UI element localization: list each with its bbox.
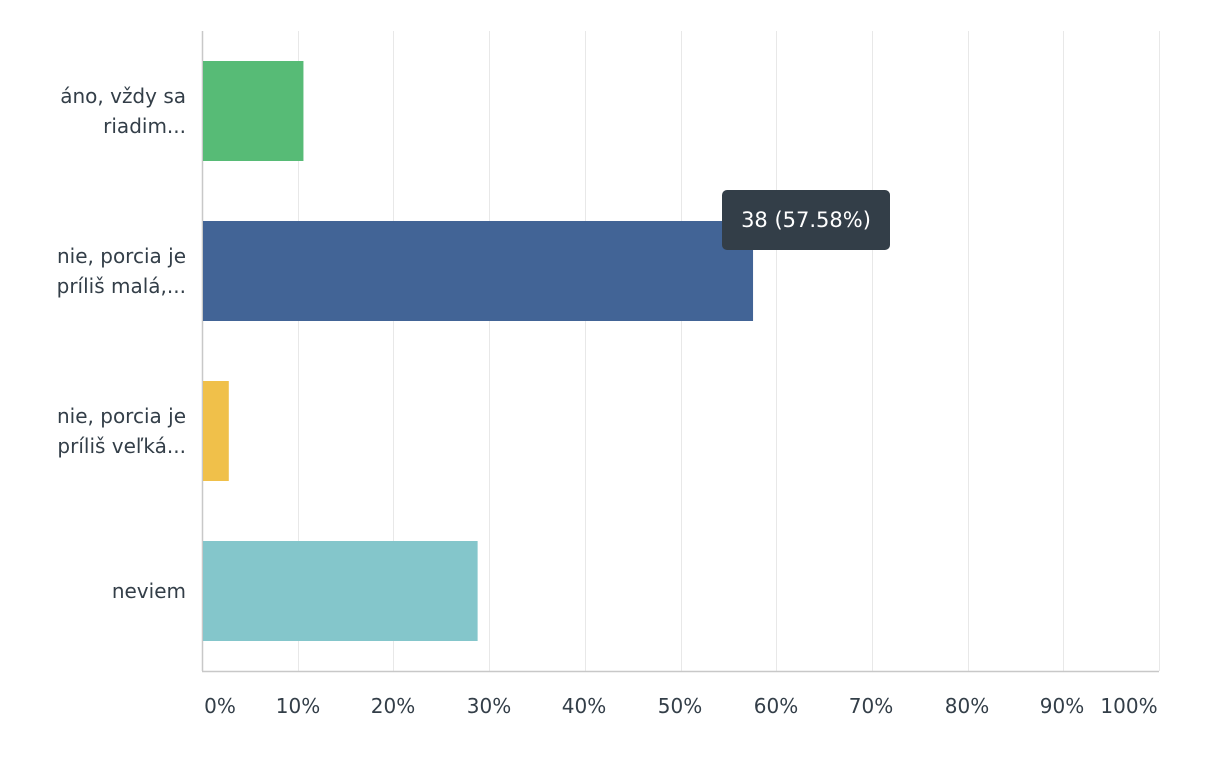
category-label-4: neviem: [1, 576, 186, 606]
category-label-2: nie, porcia je príliš malá,...: [1, 241, 186, 301]
bar-2: [203, 221, 754, 321]
x-tick-label-0: 0%: [204, 694, 236, 718]
category-label-2-line-2: príliš malá,...: [56, 274, 186, 298]
x-tick-label-70: 70%: [848, 694, 894, 718]
x-tick-label-20: 20%: [370, 694, 416, 718]
category-label-4-line-1: neviem: [111, 579, 186, 603]
x-tick-label-30: 30%: [466, 694, 512, 718]
category-label-2-line-1: nie, porcia je: [57, 244, 186, 268]
category-label-3: nie, porcia je príliš veľká...: [1, 401, 186, 461]
x-tick-label-100: 100%: [1100, 694, 1158, 718]
category-label-1-line-1: áno, vždy sa: [60, 84, 186, 108]
bar-tooltip: 38 (57.58%): [722, 190, 890, 250]
x-tick-label-60: 60%: [753, 694, 799, 718]
bar-1: [203, 61, 304, 161]
category-label-3-line-2: príliš veľká...: [57, 434, 186, 458]
x-tick-label-10: 10%: [275, 694, 321, 718]
x-tick-label-40: 40%: [561, 694, 607, 718]
x-tick-label-50: 50%: [657, 694, 703, 718]
category-label-1-line-2: riadim...: [103, 114, 186, 138]
bar-4: [203, 541, 478, 641]
category-label-3-line-1: nie, porcia je: [57, 404, 186, 428]
x-tick-label-80: 80%: [944, 694, 990, 718]
category-label-1: áno, vždy sa riadim...: [1, 81, 186, 141]
bar-3: [203, 381, 229, 481]
x-tick-label-90: 90%: [1039, 694, 1085, 718]
